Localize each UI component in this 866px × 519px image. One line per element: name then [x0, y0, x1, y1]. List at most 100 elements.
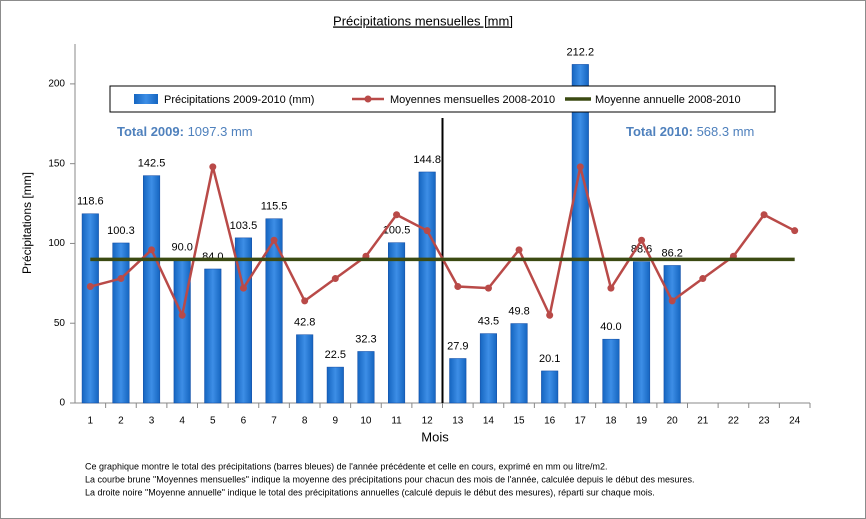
line-marker — [699, 275, 707, 283]
bar — [326, 366, 344, 404]
x-tick-label: 4 — [179, 416, 185, 427]
x-tick-label: 24 — [789, 416, 801, 427]
data-label: 100.3 — [107, 225, 135, 237]
bar — [234, 237, 252, 404]
data-label: 27.9 — [447, 340, 468, 352]
annotation-label: Total 2009: — [117, 124, 184, 139]
bar — [81, 213, 99, 404]
line-marker — [546, 311, 554, 319]
y-tick-label: 100 — [48, 238, 65, 249]
data-label: 32.3 — [355, 333, 376, 345]
line-marker — [393, 211, 401, 219]
data-label: 212.2 — [567, 46, 595, 58]
bar — [449, 358, 467, 404]
legend-swatch — [364, 95, 372, 103]
x-tick-label: 7 — [271, 416, 277, 427]
bar — [296, 334, 314, 404]
x-tick-label: 22 — [728, 416, 740, 427]
line-marker — [270, 236, 278, 244]
line-marker — [301, 297, 309, 305]
data-label: 42.8 — [294, 317, 315, 329]
annotation-text: 1097.3 mm — [188, 124, 253, 139]
line-marker — [638, 236, 646, 244]
data-label: 22.5 — [325, 349, 346, 361]
data-label: 86.2 — [661, 247, 682, 259]
bar — [541, 370, 559, 404]
line-marker — [515, 246, 523, 254]
bar — [204, 268, 222, 404]
line-marker — [178, 311, 186, 319]
annotation: Total 2010: 568.3 mm — [626, 124, 754, 139]
x-tick-label: 20 — [667, 416, 679, 427]
bar — [510, 323, 528, 404]
bar — [112, 242, 130, 404]
x-tick-label: 11 — [391, 416, 402, 427]
line-marker — [607, 284, 615, 292]
x-tick-label: 15 — [514, 416, 526, 427]
x-tick-label: 17 — [575, 416, 587, 427]
x-tick-label: 23 — [759, 416, 771, 427]
bar — [602, 338, 620, 404]
x-tick-label: 12 — [422, 416, 434, 427]
bar — [357, 351, 375, 404]
line-marker — [86, 283, 94, 291]
x-tick-label: 19 — [636, 416, 648, 427]
line-marker — [576, 163, 584, 171]
y-tick-label: 150 — [48, 158, 65, 169]
bar — [633, 261, 651, 404]
legend-label: Moyenne annuelle 2008-2010 — [595, 94, 741, 106]
y-tick-label: 50 — [54, 318, 66, 329]
x-tick-label: 13 — [452, 416, 464, 427]
legend-box — [109, 85, 776, 113]
data-label: 40.0 — [600, 321, 621, 333]
line-marker — [791, 227, 799, 235]
data-label: 144.8 — [413, 154, 441, 166]
x-tick-label: 10 — [360, 416, 372, 427]
line-marker — [668, 297, 676, 305]
data-label: 49.8 — [508, 305, 529, 317]
x-tick-label: 16 — [544, 416, 556, 427]
data-label: 90.0 — [171, 241, 192, 253]
annotation-text: 568.3 mm — [697, 124, 755, 139]
annotation: Total 2009: 1097.3 mm — [117, 124, 253, 139]
data-label: 115.5 — [261, 201, 288, 213]
x-tick-label: 18 — [605, 416, 617, 427]
x-tick-label: 14 — [483, 416, 495, 427]
bar — [571, 64, 589, 404]
y-axis-label: Précipitations [mm] — [20, 172, 34, 274]
x-tick-label: 3 — [149, 416, 155, 427]
x-tick-label: 21 — [697, 416, 709, 427]
bar — [173, 259, 191, 404]
x-tick-label: 1 — [88, 416, 94, 427]
line-marker — [454, 283, 462, 291]
line-marker — [484, 284, 492, 292]
data-label: 103.5 — [230, 220, 258, 232]
legend-label: Moyennes mensuelles 2008-2010 — [390, 94, 555, 106]
bar — [265, 218, 283, 404]
x-tick-label: 8 — [302, 416, 308, 427]
y-tick-label: 200 — [48, 79, 65, 90]
note: La droite noire "Moyenne annuelle" indiq… — [85, 487, 655, 497]
note: Ce graphique montre le total des précipi… — [85, 461, 608, 471]
line-marker — [148, 246, 156, 254]
bar — [388, 242, 406, 404]
legend-swatch — [134, 94, 158, 104]
x-tick-label: 5 — [210, 416, 216, 427]
bar — [143, 175, 161, 404]
line-marker — [423, 227, 431, 235]
line-marker — [117, 275, 125, 283]
x-tick-label: 9 — [333, 416, 339, 427]
y-tick-label: 0 — [59, 398, 65, 409]
line-marker — [209, 163, 217, 171]
annotation-label: Total 2010: — [626, 124, 693, 139]
data-label: 118.6 — [77, 196, 104, 208]
data-label: 142.5 — [138, 158, 166, 170]
x-tick-label: 6 — [241, 416, 247, 427]
line-marker — [331, 275, 339, 283]
line-marker — [239, 284, 247, 292]
note: La courbe brune "Moyennes mensuelles" in… — [85, 474, 694, 484]
data-label: 20.1 — [539, 353, 560, 365]
legend-label: Précipitations 2009-2010 (mm) — [164, 94, 314, 106]
bar — [663, 265, 681, 404]
x-axis-label: Mois — [421, 429, 449, 444]
